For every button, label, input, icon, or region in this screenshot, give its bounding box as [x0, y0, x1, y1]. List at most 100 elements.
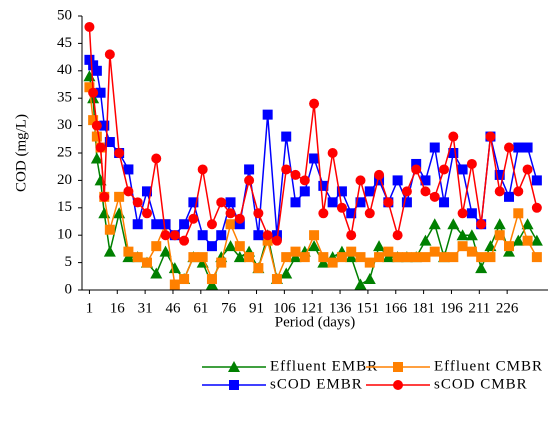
data-point: [429, 191, 440, 202]
x-axis-label: Period (days): [275, 314, 355, 330]
data-point: [151, 219, 162, 230]
data-point: [281, 131, 292, 142]
y-tick-label: 30: [57, 117, 72, 133]
data-point: [494, 186, 505, 197]
data-point: [88, 87, 99, 98]
x-tick-label: 196: [440, 300, 463, 316]
legend-marker: [228, 361, 240, 372]
data-point: [466, 208, 477, 219]
legend-label: Effluent EMBR: [270, 358, 378, 374]
data-point: [188, 252, 199, 263]
data-point: [99, 120, 110, 131]
data-point: [169, 279, 180, 290]
data-point: [104, 137, 115, 148]
data-point: [234, 213, 245, 224]
data-point: [355, 197, 366, 208]
data-point: [169, 230, 180, 241]
data-point: [91, 131, 102, 142]
data-point: [336, 252, 347, 263]
data-point: [225, 208, 236, 219]
y-tick-label: 0: [65, 281, 73, 297]
data-point: [411, 164, 422, 175]
data-point: [114, 191, 125, 202]
data-point: [448, 131, 459, 142]
data-point: [513, 208, 524, 219]
data-point: [98, 207, 111, 219]
data-point: [346, 230, 357, 241]
data-point: [197, 252, 208, 263]
data-point: [456, 229, 469, 241]
data-point: [530, 234, 543, 246]
data-point: [476, 252, 487, 263]
data-point: [88, 60, 99, 71]
data-point: [141, 186, 152, 197]
data-point: [383, 197, 394, 208]
data-point: [392, 230, 403, 241]
data-point: [253, 230, 264, 241]
data-point: [401, 197, 412, 208]
data-point: [114, 148, 125, 158]
data-point: [141, 208, 152, 219]
data-point: [88, 115, 99, 126]
data-point: [374, 175, 385, 186]
series-line: [88, 26, 538, 242]
data-point: [392, 175, 403, 186]
data-point: [290, 169, 301, 180]
data-point: [84, 21, 95, 32]
data-point: [466, 158, 477, 169]
data-point: [504, 241, 515, 252]
data-point: [225, 197, 236, 208]
data-point: [188, 197, 199, 208]
data-point: [364, 186, 375, 197]
y-tick-label: 50: [57, 7, 72, 23]
data-point: [327, 257, 338, 268]
data-point: [271, 235, 282, 246]
data-point: [383, 246, 394, 257]
data-point: [485, 252, 496, 263]
data-point: [374, 169, 385, 180]
data-point: [179, 235, 190, 246]
data-point: [132, 252, 143, 263]
x-tick-label: 31: [138, 300, 153, 316]
data-point: [420, 175, 431, 186]
data-point: [439, 164, 450, 175]
data-point: [234, 219, 245, 230]
data-point: [364, 208, 375, 219]
data-point: [308, 240, 321, 252]
data-point: [364, 257, 375, 268]
data-point: [299, 175, 310, 186]
data-point: [318, 252, 329, 263]
data-point: [401, 186, 412, 197]
y-tick-label: 40: [57, 62, 72, 78]
data-point: [132, 197, 143, 208]
data-point: [457, 164, 468, 175]
data-point: [160, 230, 171, 241]
data-point: [327, 148, 338, 158]
x-tick-label: 226: [496, 300, 519, 316]
data-point: [188, 213, 199, 224]
data-point: [216, 197, 227, 208]
data-point: [233, 251, 246, 263]
data-point: [411, 158, 422, 169]
legend-marker: [393, 380, 403, 390]
data-point: [103, 245, 116, 257]
data-point: [336, 202, 347, 213]
data-point: [429, 246, 440, 257]
legend-label: sCOD CMBR: [434, 376, 528, 392]
data-point: [318, 208, 329, 219]
data-point: [512, 234, 525, 246]
data-point: [309, 98, 320, 109]
data-point: [95, 87, 106, 98]
data-point: [355, 175, 366, 186]
data-point: [309, 153, 320, 164]
data-point: [224, 240, 237, 252]
y-tick-label: 25: [57, 144, 72, 160]
data-point: [374, 252, 385, 263]
data-point: [244, 252, 255, 263]
data-point: [151, 241, 162, 252]
x-tick-label: 16: [110, 300, 126, 316]
data-point: [447, 218, 460, 230]
data-point: [420, 252, 431, 263]
legend-label: sCOD EMBR: [270, 376, 363, 392]
data-point: [159, 245, 172, 257]
